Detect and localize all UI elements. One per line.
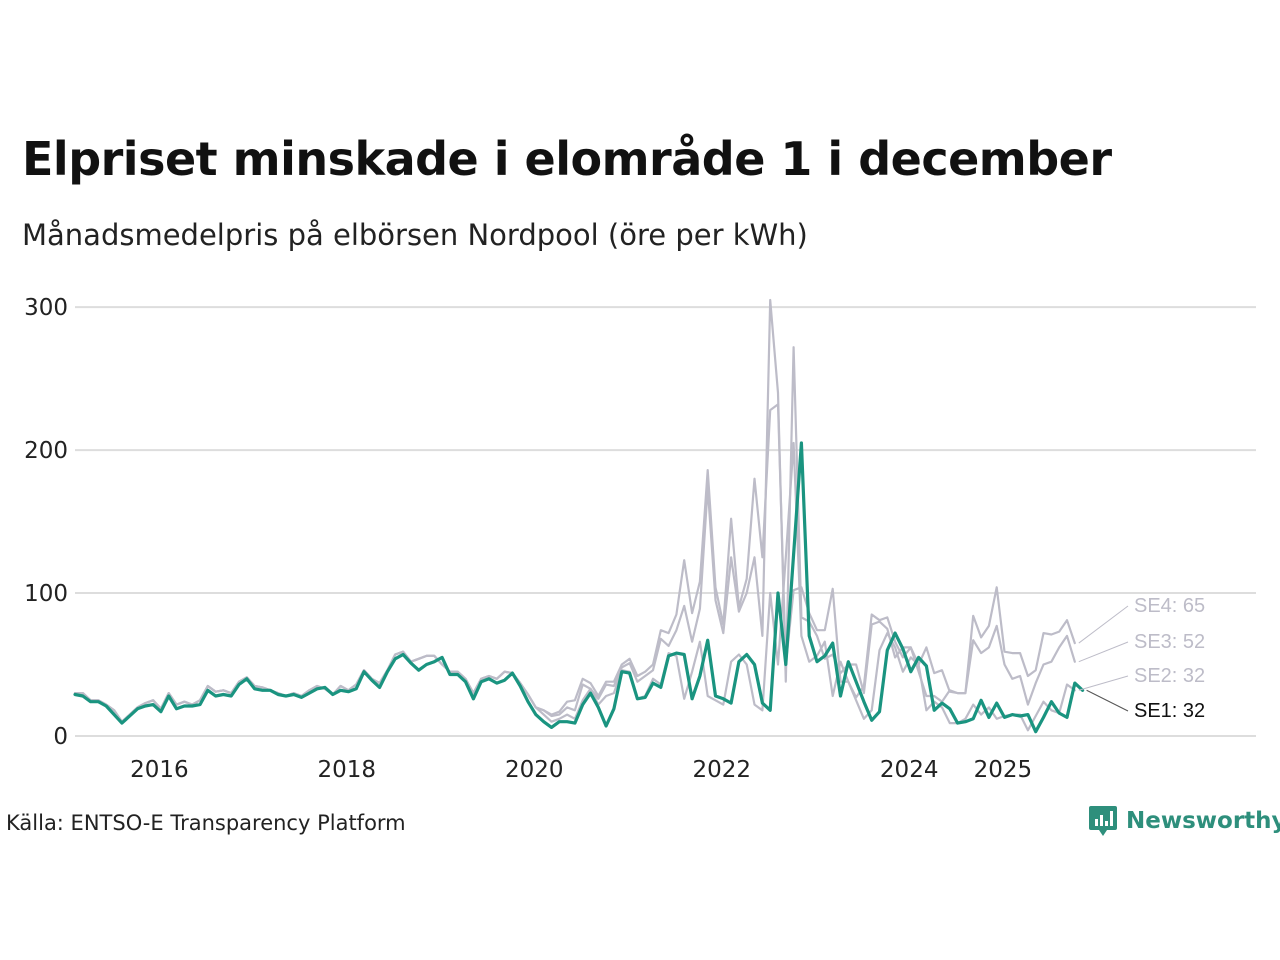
- y-tick-label: 0: [53, 724, 68, 750]
- series-line-se1: [73, 441, 1085, 734]
- x-tick-label: 2020: [505, 757, 564, 783]
- series-line-se2: [73, 441, 1076, 732]
- label-leader-se2: [1078, 675, 1129, 691]
- x-tick-label: 2024: [880, 757, 939, 783]
- newsworthy-logo-icon: [1089, 806, 1117, 836]
- brand-name: Newsworthy: [1126, 808, 1280, 834]
- chart-subtitle: Månadsmedelpris på elbörsen Nordpool (ör…: [22, 218, 808, 252]
- newsworthy-brand[interactable]: Newsworthy: [1088, 804, 1280, 838]
- series-label-se1: SE1: 32: [1134, 700, 1205, 722]
- label-leader-se1: [1086, 689, 1129, 712]
- y-tick-label: 100: [24, 581, 68, 607]
- y-tick-label: 200: [24, 438, 68, 464]
- source-note: Källa: ENTSO-E Transparency Platform: [6, 811, 406, 835]
- label-leader-se4: [1078, 605, 1129, 644]
- label-leader-se3: [1078, 641, 1129, 663]
- x-tick-label: 2016: [130, 757, 189, 783]
- x-tick-label: 2018: [318, 757, 377, 783]
- series-line-se3: [73, 298, 1076, 723]
- y-tick-label: 300: [24, 295, 68, 321]
- line-chart: 0 100 200 300 2016 2018 2020 2022 2024 2025 SE4:…: [24, 295, 1256, 783]
- chart-title: Elpriset minskade i elområde 1 i decembe…: [22, 132, 1112, 186]
- x-tick-label: 2025: [974, 757, 1033, 783]
- series-label-se4: SE4: 65: [1134, 595, 1205, 617]
- series-line-se4: [73, 403, 1076, 723]
- series-label-se3: SE3: 52: [1134, 631, 1205, 653]
- x-tick-label: 2022: [692, 757, 751, 783]
- series-label-se2: SE2: 32: [1134, 665, 1205, 687]
